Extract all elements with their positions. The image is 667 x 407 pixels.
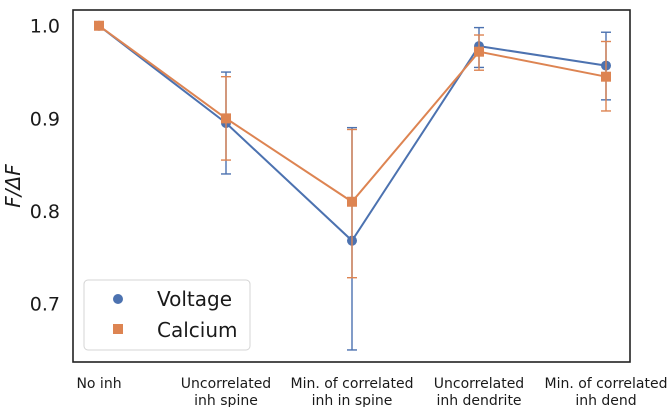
legend-voltage-marker [113, 294, 123, 304]
x-category-label: inh in spine [312, 393, 393, 407]
x-category-label: Uncorrelated [181, 376, 271, 392]
x-category-label: Min. of correlated [545, 376, 667, 392]
x-category-label: inh spine [194, 393, 258, 407]
x-category-label: Min. of correlated [291, 376, 414, 392]
y-tick-labels: 0.7 0.8 0.9 1.0 [30, 16, 60, 316]
data-point [601, 71, 611, 82]
x-category-label: No inh [76, 376, 121, 392]
data-point [474, 46, 484, 57]
x-category-label: inh dendrite [436, 393, 521, 407]
data-point [347, 196, 357, 207]
plot-frame [72, 9, 631, 363]
series-layer [94, 20, 611, 351]
y-tick-label: 1.0 [30, 16, 60, 38]
x-category-label: inh dend [575, 393, 636, 407]
data-point [221, 113, 231, 124]
y-tick-label: 0.9 [30, 108, 60, 130]
data-point [94, 20, 104, 31]
legend-voltage-label: Voltage [157, 287, 232, 311]
y-axis-title: F/ΔF [1, 164, 25, 208]
x-category-label: Uncorrelated [434, 376, 524, 392]
legend-box [83, 279, 251, 351]
legend-calcium-label: Calcium [157, 318, 238, 342]
y-tick-label: 0.8 [30, 201, 60, 223]
y-tick-label: 0.7 [30, 294, 60, 316]
legend-calcium-marker [113, 324, 123, 334]
legend: Voltage Calcium [83, 279, 251, 351]
series-calcium [94, 20, 611, 279]
